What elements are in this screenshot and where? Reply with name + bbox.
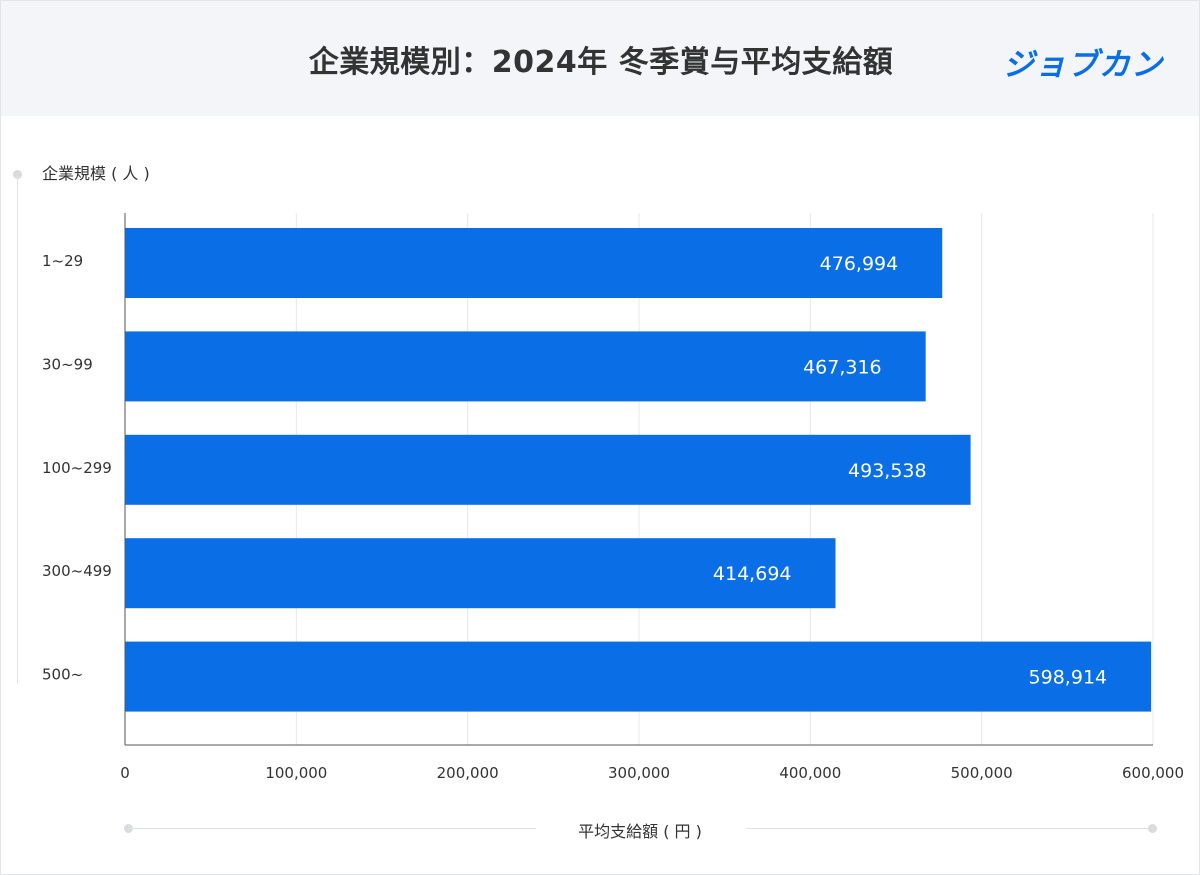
x-tick-label: 400,000 xyxy=(779,764,841,782)
y-axis-title-line xyxy=(17,176,18,684)
brand-logo: ジョブカン xyxy=(1003,47,1163,83)
y-tick-label: 1~29 xyxy=(42,252,83,270)
chart-title: 企業規模別：2024年 冬季賞与平均支給額 xyxy=(308,45,894,80)
y-axis-title: 企業規模 ( 人 ) xyxy=(42,164,150,183)
bar xyxy=(125,641,1152,712)
bar-value-label: 414,694 xyxy=(713,563,792,585)
y-tick-label: 100~299 xyxy=(42,459,112,477)
bar-value-label: 598,914 xyxy=(1029,667,1108,689)
x-tick-label: 0 xyxy=(120,764,130,782)
bar xyxy=(125,331,926,402)
chart-header: 企業規模別：2024年 冬季賞与平均支給額 ジョブカン xyxy=(1,1,1199,116)
x-tick-label: 300,000 xyxy=(608,764,670,782)
y-axis-title-dot xyxy=(13,170,22,179)
x-axis-title-dot-right xyxy=(1148,824,1157,833)
x-tick-label: 100,000 xyxy=(265,764,327,782)
y-tick-label: 300~499 xyxy=(42,562,112,580)
bar xyxy=(125,434,971,505)
x-tick-label: 600,000 xyxy=(1122,764,1184,782)
x-axis-title-line-right xyxy=(746,828,1150,829)
x-axis-title: 平均支給額 ( 円 ) xyxy=(578,822,702,841)
bar xyxy=(125,538,836,609)
bar-value-label: 467,316 xyxy=(803,356,882,378)
x-axis-title-group: 平均支給額 ( 円 ) xyxy=(124,818,1157,841)
y-tick-label: 500~ xyxy=(42,666,83,684)
bar xyxy=(125,228,943,298)
x-axis-title-line-left xyxy=(128,828,536,829)
bar-value-label: 493,538 xyxy=(848,460,927,482)
x-tick-label: 500,000 xyxy=(951,764,1013,782)
bar-value-label: 476,994 xyxy=(820,253,899,275)
y-tick-label: 30~99 xyxy=(42,355,93,373)
x-tick-label: 200,000 xyxy=(437,764,499,782)
